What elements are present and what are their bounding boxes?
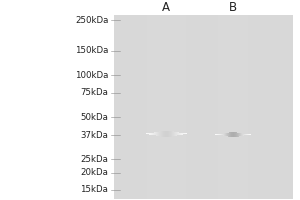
Text: 20kDa: 20kDa: [80, 168, 108, 177]
Bar: [218, 15, 248, 199]
Text: 150kDa: 150kDa: [75, 46, 108, 55]
Bar: [147, 15, 186, 199]
Text: 100kDa: 100kDa: [75, 71, 108, 80]
Text: A: A: [162, 1, 170, 14]
Text: B: B: [229, 1, 237, 14]
Text: 37kDa: 37kDa: [80, 131, 108, 140]
Text: 250kDa: 250kDa: [75, 16, 108, 25]
Bar: [114, 15, 293, 199]
Text: 15kDa: 15kDa: [80, 185, 108, 194]
Text: 75kDa: 75kDa: [80, 88, 108, 97]
Text: 50kDa: 50kDa: [80, 113, 108, 122]
Text: 25kDa: 25kDa: [80, 155, 108, 164]
